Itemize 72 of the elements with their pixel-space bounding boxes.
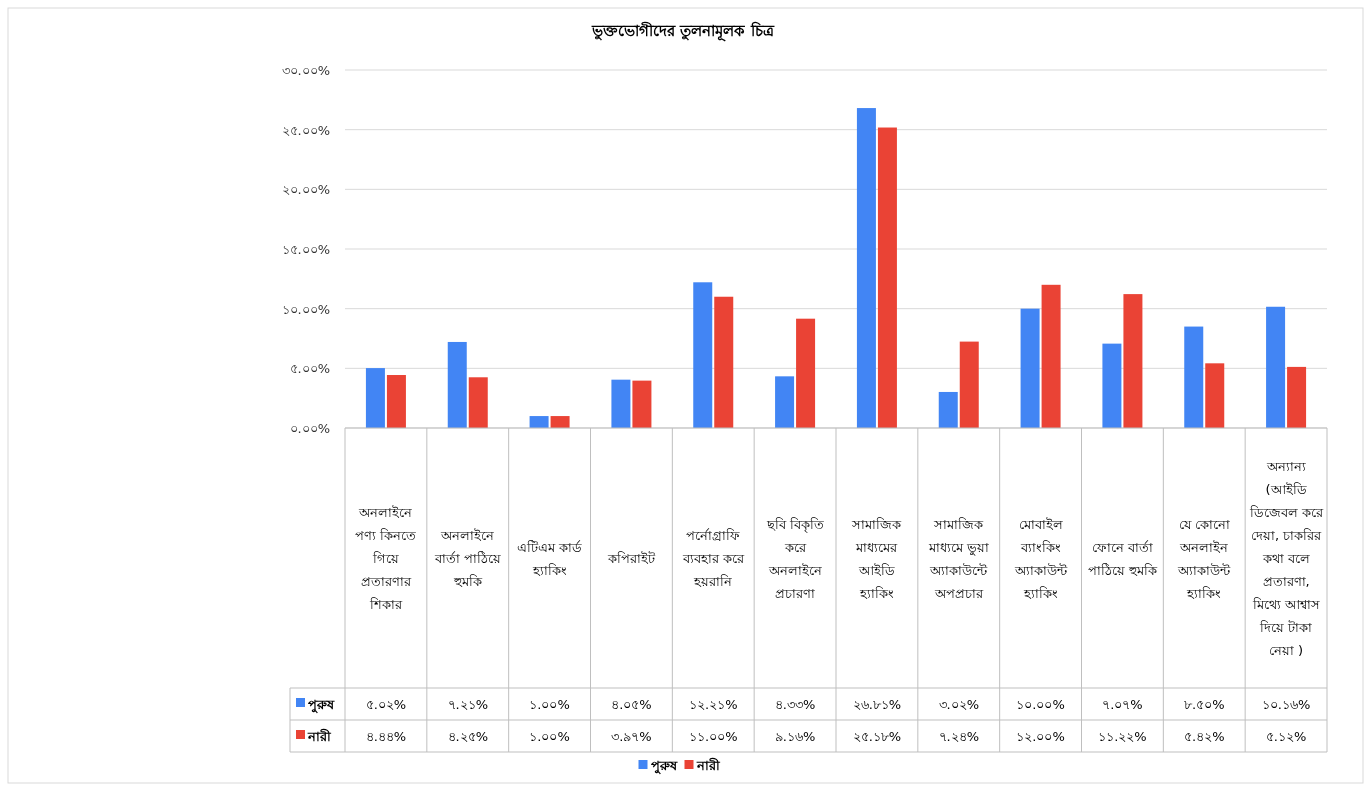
bar <box>1184 326 1204 428</box>
data-label: ২৬.৮১% <box>852 697 902 712</box>
data-label: ৫.১২% <box>1265 729 1307 744</box>
x-tick-label: মোবাইল ব্যাংকিং অ্যাকাউন্ট হ্যাকিং <box>1013 516 1068 601</box>
y-tick-label: ০.০০% <box>289 421 330 436</box>
bar <box>632 380 652 428</box>
bar <box>1041 284 1061 428</box>
y-tick-label: ২০.০০% <box>281 182 330 198</box>
data-label: ১১.২২% <box>1098 729 1147 744</box>
legend-item: নারী <box>684 758 720 773</box>
bar <box>959 341 979 428</box>
data-label: ৭.০৭% <box>1102 697 1143 712</box>
data-label: ৮.৫০% <box>1184 697 1225 712</box>
bar <box>550 416 570 428</box>
data-label: ১২.০০% <box>1016 729 1065 744</box>
bar <box>938 391 958 428</box>
data-label: ৪.৩৩% <box>774 697 816 712</box>
legend-label: নারী <box>307 728 332 744</box>
data-label: ১.০০% <box>529 729 570 744</box>
legend-item: পুরুষ <box>638 758 677 773</box>
data-label: ৩.৯৭% <box>611 729 652 744</box>
data-label: ১.০০% <box>529 697 570 712</box>
data-label: ৪.৪৪% <box>365 729 407 744</box>
bar <box>1020 308 1040 428</box>
bar <box>386 375 406 428</box>
x-tick-label: পর্নোগ্রাফি ব্যবহার করে হয়রানি <box>681 528 745 589</box>
x-tick-label: যে কোনো অনলাইন অ্যাকাউন্ট হ্যাকিং <box>1177 516 1232 601</box>
legend-label: পুরুষ <box>308 697 335 714</box>
bar <box>365 368 385 428</box>
bar <box>1287 366 1307 428</box>
y-tick-label: ৩০.০০% <box>281 63 330 78</box>
x-tick-label: সামাজিক মাধ্যমে ভুয়া অ্যাকাউন্টে অপপ্রচার <box>927 516 989 601</box>
data-label: ৫.৪২% <box>1184 729 1225 744</box>
data-label: ৩.০২% <box>938 697 979 712</box>
bar <box>1123 294 1143 428</box>
data-label: ৪.২৫% <box>447 729 488 744</box>
data-label: ৫.০২% <box>365 697 407 712</box>
bar <box>877 127 897 428</box>
bar <box>714 296 734 428</box>
data-label: ৪.০৫% <box>611 697 652 712</box>
y-tick-label: ১০.০০% <box>281 301 330 317</box>
x-tick-label: এটিএম কার্ড হ্যাকিং <box>517 539 583 578</box>
bar <box>856 108 876 428</box>
category-label: অন্যান্য (আইডি ডিজেবল করে দেয়া, চাকরির কথা বলে প্রতারণা, মিথ্যে আশ্বাস দিয়ে টাকা নেয়া ) <box>1249 459 1323 658</box>
bar <box>1102 343 1122 428</box>
data-label: ১০.০০% <box>1016 697 1065 712</box>
y-tick-label: ১৫.০০% <box>281 242 330 257</box>
bar <box>1266 306 1286 428</box>
x-tick-label: সামাজিক মাধ্যমের আইডি হ্যাকিং <box>851 516 903 601</box>
x-tick-label: অনলাইনে বার্তা পাঠিয়ে হুমকি <box>433 528 501 589</box>
bar <box>1205 363 1225 428</box>
bar <box>775 376 795 428</box>
data-label: ১০.১৬% <box>1261 697 1311 712</box>
bar <box>468 377 488 428</box>
y-tick-label: ২৫.০০% <box>281 122 330 138</box>
data-label: ৭.২৪% <box>938 729 979 744</box>
bar <box>447 341 467 428</box>
data-label: ১১.০০% <box>689 729 738 744</box>
bar <box>611 379 631 428</box>
x-tick-label: অনলাইনে পণ্য কিনতে গিয়ে প্রতারণার শিকার <box>355 505 417 612</box>
bar <box>693 282 713 428</box>
x-tick-label: কপিরাইট <box>606 551 656 566</box>
bar <box>529 416 549 428</box>
y-tick-label: ৫.০০% <box>289 361 330 377</box>
data-label: ৭.২১% <box>447 697 488 712</box>
x-tick-label: ফোনে বার্তা পাঠিয়ে হুমকি <box>1087 539 1158 578</box>
data-label: ২৫.১৮% <box>852 729 902 744</box>
data-label: ১২.২১% <box>689 697 738 712</box>
bar <box>796 318 816 428</box>
data-label: ৯.১৬% <box>774 729 816 744</box>
x-tick-label: ছবি বিকৃতি করে অনলাইনে প্রচারণা <box>765 516 824 601</box>
chart-title: ভুক্তভোগীদের তুলনামূলক চিত্র <box>591 21 775 42</box>
